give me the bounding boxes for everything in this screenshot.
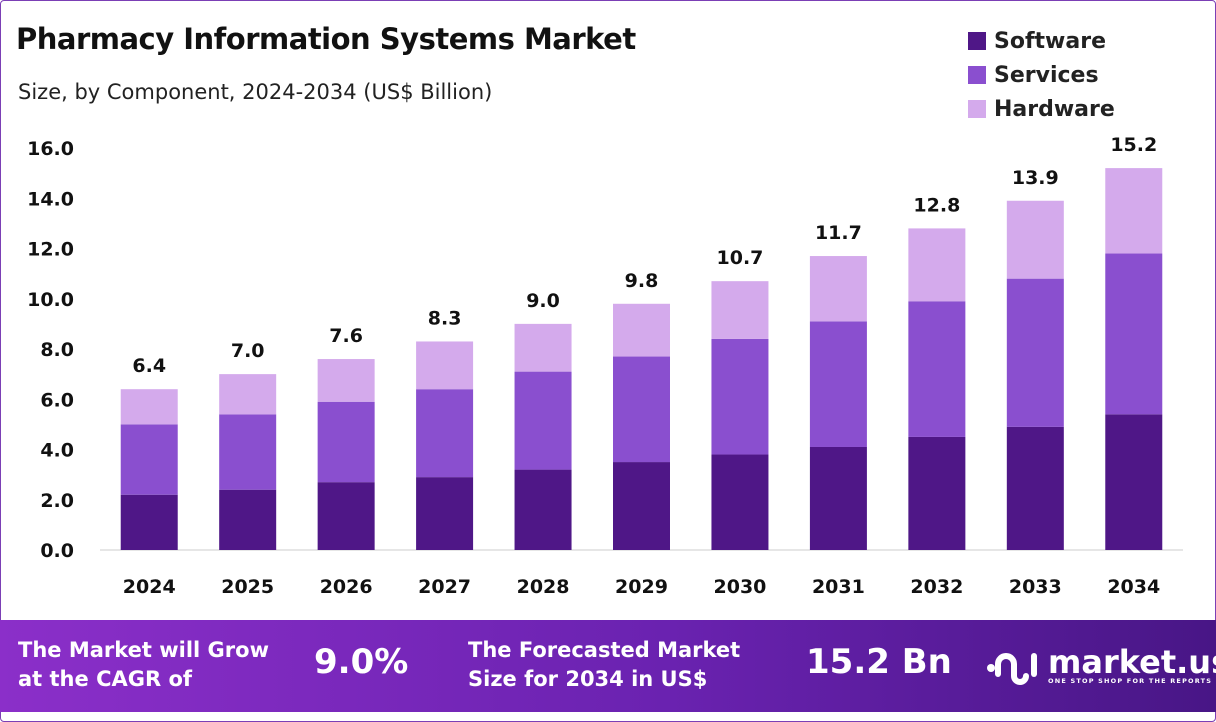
total-data-label: 15.2: [1110, 134, 1157, 156]
forecast-value: 15.2 Bn: [806, 642, 952, 682]
x-tick-label: 2026: [320, 576, 373, 598]
bar-segment-services: [613, 356, 670, 463]
total-data-label: 13.9: [1012, 167, 1059, 189]
y-tick-label: 12.0: [27, 239, 74, 261]
total-data-label: 11.7: [815, 222, 862, 244]
x-tick-label: 2027: [418, 576, 471, 598]
forecast-label-line1: The Forecasted Market: [468, 638, 741, 662]
logo-text: market.us: [1048, 643, 1216, 681]
bar-segment-hardware: [1105, 168, 1163, 254]
x-tick-label: 2024: [123, 576, 176, 598]
bar-segment-hardware: [219, 374, 277, 415]
bar-segment-hardware: [809, 256, 867, 322]
bar-segment-software: [908, 436, 966, 550]
bar-segment-services: [1105, 253, 1163, 415]
x-tick-label: 2031: [812, 576, 865, 598]
logo-icon: [987, 653, 1037, 685]
bar-segment-software: [416, 477, 474, 550]
total-data-label: 12.8: [913, 194, 960, 216]
y-tick-label: 10.0: [27, 289, 74, 311]
bar-segment-software: [711, 454, 769, 550]
bar-segment-hardware: [613, 303, 670, 357]
legend-swatch-services: [968, 66, 986, 84]
x-tick-label: 2025: [221, 576, 274, 598]
bar-segment-services: [514, 371, 572, 470]
bar-chart: 0.0 2.0 4.0 6.0 8.0 10.0 12.0 14.0 16.0 6.4 2024 7.…: [27, 134, 1183, 598]
bar-segment-services: [416, 389, 474, 478]
x-tick-label: 2030: [714, 576, 767, 598]
bar-segment-hardware: [317, 359, 375, 402]
bar-segment-software: [1006, 426, 1064, 550]
cagr-label-line1: The Market will Grow: [18, 638, 269, 662]
forecast-label-line2: Size for 2034 in US$: [468, 667, 708, 691]
bar-segment-services: [120, 424, 178, 495]
bar-segment-software: [317, 482, 375, 550]
y-tick-label: 14.0: [27, 188, 74, 210]
bar-segment-software: [809, 446, 867, 550]
y-tick-label: 2.0: [40, 490, 74, 512]
y-tick-label: 0.0: [40, 540, 74, 562]
y-tick-label: 6.0: [40, 389, 74, 411]
x-tick-label: 2033: [1009, 576, 1062, 598]
bar-segment-services: [809, 321, 867, 447]
forecast-label: The Forecasted Market Size for 2034 in US…: [468, 636, 740, 694]
legend-item-services: Services: [968, 58, 1115, 92]
bar-segment-software: [1105, 414, 1163, 550]
total-data-label: 10.7: [717, 247, 764, 269]
cagr-label: The Market will Grow at the CAGR of: [18, 636, 269, 694]
total-data-label: 7.0: [231, 340, 265, 362]
bar-segment-hardware: [416, 341, 474, 390]
logo-tagline: ONE STOP SHOP FOR THE REPORTS: [1048, 677, 1213, 685]
bar-segment-services: [219, 414, 277, 490]
bar-segment-hardware: [908, 228, 966, 302]
total-data-label: 6.4: [132, 355, 166, 377]
cagr-value: 9.0%: [314, 642, 409, 682]
chart-subtitle: Size, by Component, 2024-2034 (US$ Billi…: [18, 80, 493, 104]
x-tick-label: 2029: [615, 576, 668, 598]
bar-segment-software: [514, 469, 572, 550]
cagr-label-line2: at the CAGR of: [18, 667, 193, 691]
bar-segment-services: [1006, 278, 1064, 427]
y-tick-label: 4.0: [40, 440, 74, 462]
bar-segment-hardware: [120, 389, 178, 425]
legend-label: Hardware: [994, 96, 1115, 122]
bar-segment-hardware: [711, 281, 769, 339]
bar-segment-services: [711, 338, 769, 455]
total-data-label: 9.0: [526, 290, 560, 312]
legend-item-software: Software: [968, 24, 1115, 58]
legend-swatch-hardware: [968, 100, 986, 118]
y-tick-label: 16.0: [27, 138, 74, 160]
bar-segment-software: [120, 494, 178, 550]
legend-item-hardware: Hardware: [968, 92, 1115, 126]
total-data-label: 9.8: [625, 270, 659, 292]
total-data-label: 7.6: [329, 325, 363, 347]
bar-segment-services: [908, 301, 966, 437]
bar-segment-hardware: [1006, 200, 1064, 279]
x-tick-label: 2032: [910, 576, 963, 598]
footer-banner: The Market will Grow at the CAGR of 9.0% …: [0, 620, 1216, 712]
x-tick-label: 2028: [517, 576, 570, 598]
legend-swatch-software: [968, 32, 986, 50]
chart-title: Pharmacy Information Systems Market: [16, 22, 636, 56]
market-us-logo: market.us ONE STOP SHOP FOR THE REPORTS: [986, 644, 1216, 688]
y-tick-label: 8.0: [40, 339, 74, 361]
legend-label: Services: [994, 62, 1099, 88]
bar-segment-software: [219, 489, 277, 550]
legend: Software Services Hardware: [968, 24, 1115, 126]
total-data-label: 8.3: [428, 307, 462, 329]
legend-label: Software: [994, 28, 1106, 54]
bar-segment-services: [317, 401, 375, 483]
x-tick-label: 2034: [1107, 576, 1160, 598]
bar-segment-software: [613, 462, 670, 550]
bar-segment-hardware: [514, 323, 572, 372]
